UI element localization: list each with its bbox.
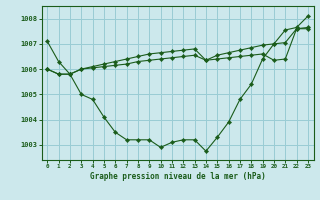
X-axis label: Graphe pression niveau de la mer (hPa): Graphe pression niveau de la mer (hPa) <box>90 172 266 181</box>
